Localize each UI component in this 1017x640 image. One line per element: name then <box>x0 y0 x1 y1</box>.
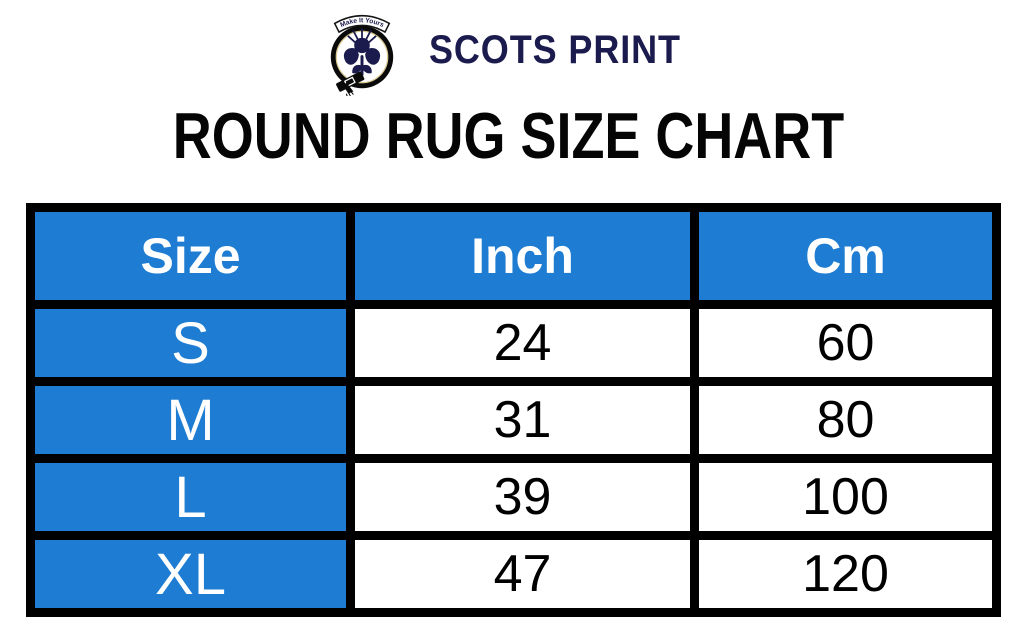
size-cell: M <box>26 377 355 463</box>
col-header-size: Size <box>26 203 355 309</box>
header-row: Size Inch Cm <box>26 203 1001 309</box>
cm-cell: 80 <box>690 377 1001 463</box>
table-row: L 39 100 <box>26 454 1001 540</box>
cm-cell: 60 <box>690 300 1001 386</box>
col-header-inch: Inch <box>346 203 699 309</box>
table-row: S 24 60 <box>26 300 1001 386</box>
svg-text:Make It Yours: Make It Yours <box>339 17 385 29</box>
page-title: ROUND RUG SIZE CHART <box>172 99 845 172</box>
size-chart-table: Size Inch Cm S 24 60 M 31 80 L 39 100 XL… <box>26 203 1001 617</box>
col-header-cm: Cm <box>690 203 1001 309</box>
cm-cell: 120 <box>690 531 1001 617</box>
brand-name: SCOTS PRINT <box>428 27 681 72</box>
table-row: XL 47 120 <box>26 531 1001 617</box>
brand-tagline: Make It Yours <box>339 17 385 29</box>
size-cell: XL <box>26 531 355 617</box>
size-cell: S <box>26 300 355 386</box>
inch-cell: 24 <box>346 300 699 386</box>
thistle-crest-icon: Make It Yours <box>330 14 393 96</box>
brand-header: Make It Yours <box>0 4 1017 96</box>
inch-cell: 47 <box>346 531 699 617</box>
size-cell: L <box>26 454 355 540</box>
inch-cell: 39 <box>346 454 699 540</box>
cm-cell: 100 <box>690 454 1001 540</box>
table-row: M 31 80 <box>26 377 1001 463</box>
inch-cell: 31 <box>346 377 699 463</box>
